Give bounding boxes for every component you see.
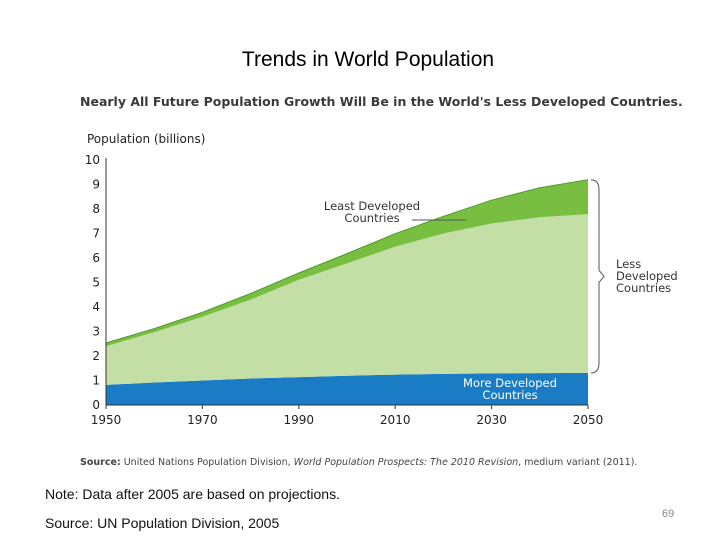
page-number: 69 [662,508,675,520]
x-tick-label: 2010 [380,413,411,427]
more-developed-label: Countries [482,388,537,402]
slide-title: Trends in World Population [241,48,495,71]
least-developed-label: Countries [344,211,399,225]
y-tick-label: 7 [92,227,100,241]
y-tick-label: 3 [92,325,100,339]
projection-note: Note: Data after 2005 are based on proje… [45,486,340,502]
chart-annotations: Least DevelopedCountriesLessDevelopedCou… [324,179,678,402]
y-tick-label: 1 [92,374,100,388]
y-axis-label: Population (billions) [87,132,205,146]
y-tick-label: 10 [85,153,100,167]
area-layers [105,179,589,405]
source-variant: , medium variant (2011). [518,457,637,468]
y-tick-label: 2 [92,349,100,363]
y-tick-label: 9 [92,178,100,192]
x-tick-label: 1950 [91,413,122,427]
less-developed-label: Developed [616,269,678,283]
least-developed-label: Least Developed [324,199,420,213]
y-tick-label: 5 [92,276,100,290]
x-tick-label: 1970 [187,413,218,427]
x-tick-label: 1990 [284,413,315,427]
total-population-line [105,179,589,344]
less-developed-label: Countries [616,281,671,295]
more-developed-label: More Developed [463,376,557,390]
source-label: Source: [80,457,121,468]
x-tick-label: 2030 [476,413,507,427]
y-tick-label: 4 [92,300,100,314]
chart-source: Source: United Nations Population Divisi… [80,457,637,468]
less-developed-brace [590,179,605,374]
area-series-2 [106,214,588,385]
y-tick-label: 8 [92,202,100,216]
source-text: United Nations Population Division, [121,457,294,468]
chart-title: Nearly All Future Population Growth Will… [80,94,683,109]
y-tick-label: 6 [92,251,100,265]
x-tick-label: 2050 [573,413,604,427]
axes: 0 1 2 3 4 5 6 7 8 9 10 1950 1970 1990 2010 2030 2050 [85,153,604,427]
source-publication: World Population Prospects: The 2010 Rev… [294,457,518,468]
source-note: Source: UN Population Division, 2005 [45,515,280,531]
y-tick-label: 0 [92,398,100,412]
less-developed-label: Less [616,257,641,271]
area-series-1 [106,372,588,405]
area-series-3 [106,179,588,347]
